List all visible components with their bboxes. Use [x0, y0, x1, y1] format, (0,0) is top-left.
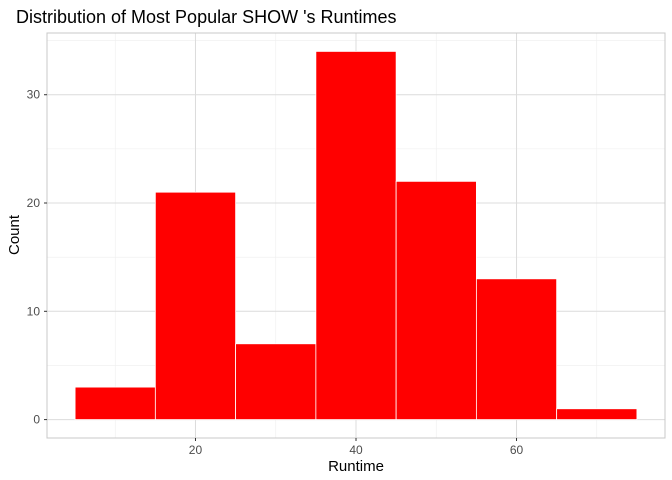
- histogram-bar: [154, 191, 237, 420]
- histogram-bar: [235, 343, 317, 420]
- histogram-bar: [556, 408, 638, 420]
- histogram-bar: [74, 386, 156, 420]
- x-tick-label: 60: [510, 443, 524, 457]
- y-tick-label: 30: [27, 88, 41, 102]
- x-axis-label: Runtime: [328, 458, 384, 475]
- bars: [74, 51, 638, 420]
- x-tick-label: 20: [189, 443, 203, 457]
- histogram-bar: [315, 51, 397, 420]
- y-tick-label: 20: [27, 196, 41, 210]
- x-tick-label: 40: [349, 443, 363, 457]
- chart-title: Distribution of Most Popular SHOW 's Run…: [16, 7, 397, 27]
- y-axis-ticks: 0 10 20 30: [27, 88, 47, 427]
- histogram-bar: [475, 278, 558, 420]
- y-axis-label: Count: [6, 214, 23, 255]
- x-axis-ticks: 20 40 60: [189, 438, 524, 457]
- y-tick-label: 10: [27, 304, 41, 318]
- histogram-bar: [395, 180, 477, 420]
- y-tick-label: 0: [33, 413, 40, 427]
